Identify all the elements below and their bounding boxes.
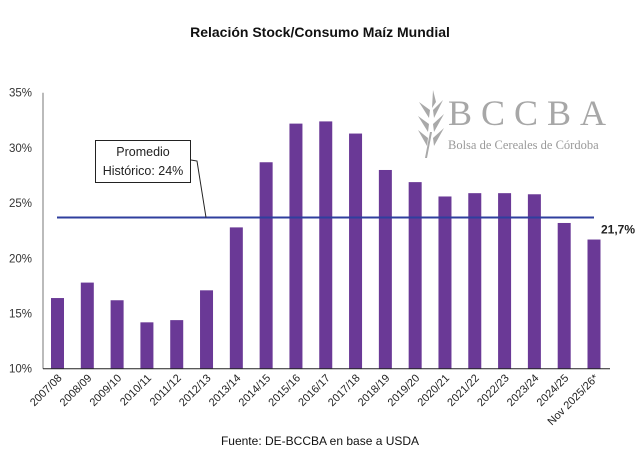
x-tick-label: 2007/08 — [28, 372, 65, 409]
logo-text: BCCBA — [448, 93, 616, 133]
bccba-logo: BCCBA Bolsa de Cereales de Córdoba — [415, 88, 606, 165]
bar — [319, 121, 333, 369]
data-label: 21,7% — [601, 223, 635, 237]
bar — [80, 282, 94, 369]
bar — [229, 227, 243, 369]
x-tick-label: 2013/14 — [207, 372, 244, 409]
bar — [140, 322, 154, 369]
y-tick-label: 30% — [9, 143, 32, 155]
logo-subtitle: Bolsa de Cereales de Córdoba — [448, 138, 599, 152]
x-tick-label: 2012/13 — [177, 372, 214, 409]
x-tick-label: 2022/23 — [475, 372, 512, 409]
wheat-icon — [418, 90, 444, 158]
bar — [527, 194, 541, 369]
bar — [408, 182, 422, 369]
bar — [170, 320, 184, 369]
bar — [349, 133, 363, 369]
bar — [51, 298, 64, 369]
average-callout: Promedio Histórico: 24% — [95, 140, 191, 183]
y-tick-label: 35% — [9, 88, 32, 100]
x-tick-label: 2009/10 — [88, 372, 125, 409]
bar — [587, 239, 601, 369]
x-tick-label: 2021/22 — [445, 372, 482, 409]
y-tick-label: 15% — [9, 309, 32, 321]
y-tick-label: 10% — [9, 364, 32, 376]
bar — [110, 300, 124, 369]
bar — [259, 162, 273, 369]
y-tick-label: 25% — [9, 198, 32, 210]
x-tick-label: 2023/24 — [505, 372, 542, 409]
bar — [289, 123, 303, 369]
bar — [200, 290, 214, 369]
y-tick-label: 20% — [9, 253, 32, 265]
x-tick-label: 2008/09 — [58, 372, 95, 409]
x-tick-label: 2018/19 — [356, 372, 393, 409]
x-tick-label: 2020/21 — [415, 372, 452, 409]
callout-leader — [190, 159, 207, 218]
bar — [438, 196, 452, 369]
average-label-line2: Histórico: 24% — [102, 164, 184, 178]
x-tick-label: 2016/17 — [296, 372, 333, 409]
x-tick-label: 2015/16 — [266, 372, 303, 409]
bar — [468, 193, 482, 369]
bar — [557, 222, 571, 369]
chart-title: Relación Stock/Consumo Maíz Mundial — [190, 24, 450, 40]
bar — [378, 169, 392, 369]
chart-source: Fuente: DE-BCCBA en base a USDA — [220, 434, 420, 448]
average-label-line1: Promedio — [116, 145, 170, 159]
x-tick-label: 2017/18 — [326, 372, 363, 409]
x-tick-label: 2019/20 — [386, 372, 423, 409]
x-tick-label: 2010/11 — [118, 372, 154, 408]
x-tick-label: 2014/15 — [237, 372, 274, 409]
bar — [498, 193, 512, 369]
